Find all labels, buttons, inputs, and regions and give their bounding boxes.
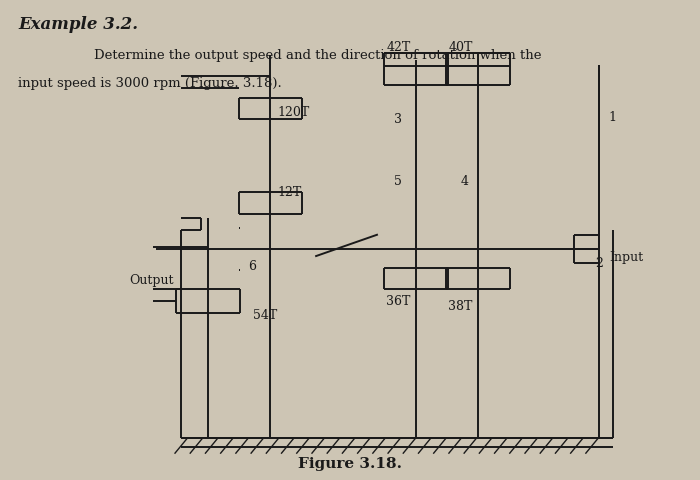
Text: Example 3.2.: Example 3.2. [18, 16, 138, 33]
Text: 5: 5 [394, 175, 402, 188]
Text: 36T: 36T [386, 294, 411, 307]
Text: 120T: 120T [277, 106, 309, 119]
Text: 38T: 38T [449, 299, 473, 312]
Text: 1: 1 [608, 111, 616, 124]
Text: 6: 6 [248, 259, 256, 272]
Text: 2: 2 [596, 256, 603, 269]
Text: 40T: 40T [449, 41, 473, 54]
Text: Input: Input [610, 250, 643, 263]
Text: 4: 4 [461, 175, 469, 188]
Text: input speed is 3000 rpm (Figure. 3.18).: input speed is 3000 rpm (Figure. 3.18). [18, 77, 281, 90]
Text: Figure 3.18.: Figure 3.18. [298, 456, 402, 470]
Text: 42T: 42T [386, 41, 410, 54]
Text: Determine the output speed and the direction of rotation when the: Determine the output speed and the direc… [94, 49, 542, 62]
Text: 3: 3 [394, 113, 402, 126]
Text: Output: Output [129, 274, 174, 287]
Text: 12T: 12T [277, 186, 302, 199]
Text: 54T: 54T [253, 308, 277, 322]
